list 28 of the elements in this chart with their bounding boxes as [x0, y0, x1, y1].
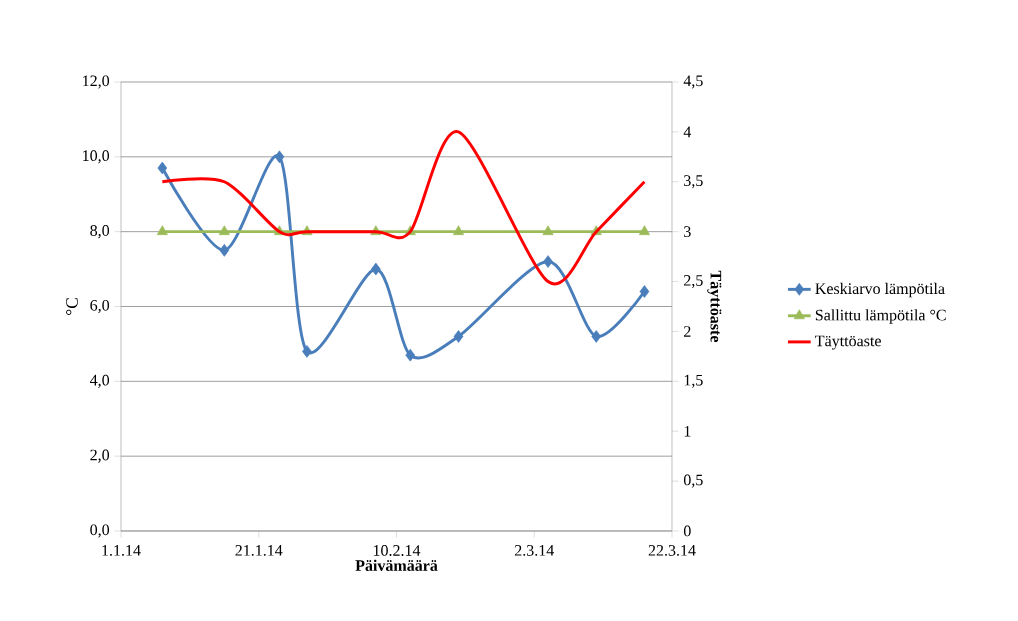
y-tick-label: 10,0 — [83, 150, 110, 164]
y2-tick-label: 3 — [684, 226, 691, 238]
x-tick-label: 22.3.14 — [648, 545, 696, 556]
y-tick-label: 0,0 — [90, 524, 110, 538]
y2-tick-label: 0 — [683, 525, 691, 537]
y2-tick-label: 1,5 — [684, 374, 703, 388]
x-tick-label: 10.2.14 — [373, 545, 421, 556]
y2-tick-label: 4,5 — [683, 75, 703, 89]
y2-tick-label: 2,5 — [684, 275, 703, 289]
x-axis-title: Päivämäärä — [355, 559, 438, 571]
y-tick-label: 8,0 — [90, 225, 110, 239]
legend-label: Sallittu lämpötila °C — [815, 309, 946, 324]
y2-tick-label: 2 — [684, 326, 691, 337]
y-tick-label: 2,0 — [90, 449, 110, 463]
y-axis-title: °C — [66, 298, 78, 315]
x-tick-label: 21.1.14 — [235, 545, 283, 556]
y-tick-label: 12,0 — [83, 75, 110, 89]
y2-tick-label: 3,5 — [684, 175, 703, 189]
legend-label: Täyttöaste — [815, 335, 881, 350]
y-tick-label: 4,0 — [89, 374, 110, 388]
y2-tick-label: 1 — [684, 425, 691, 437]
y2-axis-title: Täyttöaste — [707, 270, 722, 343]
legend-label: Keskiarvo lämpötila — [815, 282, 945, 298]
y-tick-label: 6,0 — [90, 299, 110, 314]
x-tick-label: 1.1.14 — [102, 545, 141, 556]
y2-tick-label: 4 — [683, 126, 692, 138]
x-tick-label: 2.3.14 — [514, 545, 555, 556]
y2-tick-label: 0,5 — [683, 474, 703, 488]
